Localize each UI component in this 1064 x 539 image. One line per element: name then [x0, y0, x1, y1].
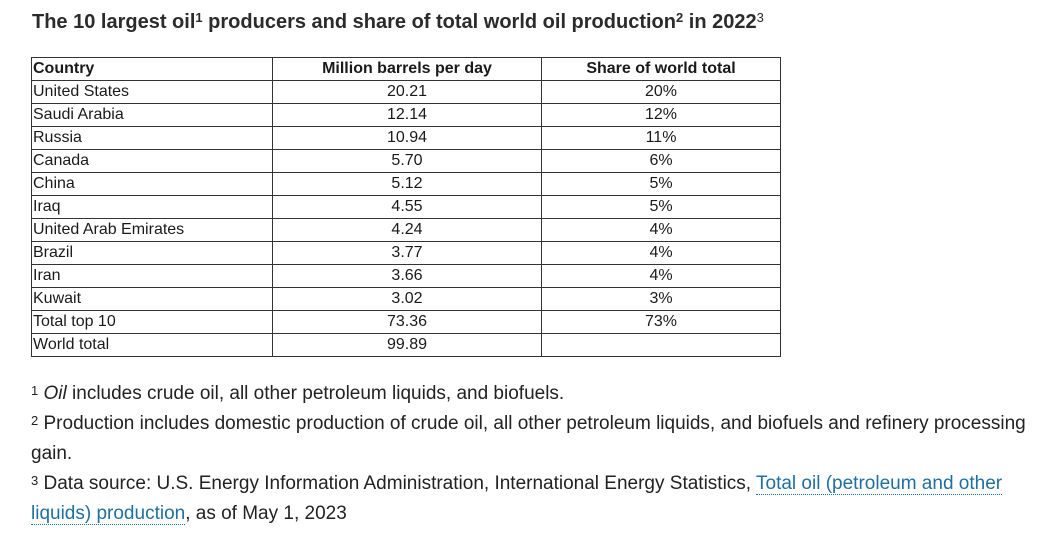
oil-producers-table: Country Million barrels per day Share of… — [31, 57, 781, 357]
cell-share: 12% — [541, 103, 781, 127]
header-country: Country — [31, 57, 273, 81]
cell-share: 11% — [541, 126, 781, 150]
cell-share: 5% — [541, 172, 781, 196]
data-source-link[interactable]: Total oil (petroleum and other liquids) … — [31, 473, 1003, 525]
title-footnote-ref-2: 2 — [675, 10, 684, 25]
cell-barrels: 73.36 — [272, 310, 542, 334]
table-row-world-total: World total 99.89 — [31, 333, 781, 357]
cell-barrels: 3.77 — [272, 241, 542, 265]
table-row: China 5.12 5% — [31, 172, 781, 196]
title-footnote-ref-1: 1 — [195, 10, 203, 25]
cell-country: Kuwait — [31, 287, 273, 311]
cell-country: United Arab Emirates — [31, 218, 273, 242]
cell-country: Iran — [31, 264, 273, 288]
table-row: Brazil 3.77 4% — [31, 241, 781, 265]
footnote-text-after: , as of May 1, 2023 — [185, 503, 347, 524]
table-row-total-top-10: Total top 10 73.36 73% — [31, 310, 781, 334]
title-text-1: The 10 largest oil — [32, 11, 196, 33]
page-title: The 10 largest oil1 producers and share … — [32, 9, 764, 35]
header-share: Share of world total — [541, 57, 781, 81]
cell-country: Total top 10 — [31, 310, 273, 334]
table-row: Russia 10.94 11% — [31, 126, 781, 150]
footnote-marker: 3 — [31, 473, 39, 488]
cell-barrels: 10.94 — [272, 126, 542, 150]
footnote-text: includes crude oil, all other petroleum … — [66, 383, 565, 404]
cell-share — [541, 333, 781, 357]
title-text-2: producers and share of total world oil p… — [202, 11, 676, 33]
table-row: Iraq 4.55 5% — [31, 195, 781, 219]
cell-barrels: 3.02 — [272, 287, 542, 311]
cell-barrels: 5.70 — [272, 149, 542, 173]
table-row: United Arab Emirates 4.24 4% — [31, 218, 781, 242]
cell-barrels: 12.14 — [272, 103, 542, 127]
cell-country: Iraq — [31, 195, 273, 219]
cell-country: United States — [31, 80, 273, 104]
footnote-text: Data source: U.S. Energy Information Adm… — [38, 473, 757, 494]
cell-barrels: 3.66 — [272, 264, 542, 288]
cell-barrels: 5.12 — [272, 172, 542, 196]
table-row: Kuwait 3.02 3% — [31, 287, 781, 311]
cell-country: Canada — [31, 149, 273, 173]
footnotes: 1 Oil includes crude oil, all other petr… — [31, 379, 1056, 529]
footnote-2: 2 Production includes domestic productio… — [31, 409, 1056, 469]
footnote-marker: 2 — [31, 413, 39, 428]
cell-share: 3% — [541, 287, 781, 311]
cell-barrels: 99.89 — [272, 333, 542, 357]
table-row: Saudi Arabia 12.14 12% — [31, 103, 781, 127]
cell-country: Russia — [31, 126, 273, 150]
cell-share: 5% — [541, 195, 781, 219]
cell-country: Brazil — [31, 241, 273, 265]
cell-share: 6% — [541, 149, 781, 173]
table-row: Iran 3.66 4% — [31, 264, 781, 288]
cell-country: World total — [31, 333, 273, 357]
table-row: Canada 5.70 6% — [31, 149, 781, 173]
header-million-barrels: Million barrels per day — [272, 57, 542, 81]
cell-barrels: 4.24 — [272, 218, 542, 242]
cell-share: 4% — [541, 264, 781, 288]
cell-share: 4% — [541, 218, 781, 242]
cell-share: 73% — [541, 310, 781, 334]
cell-country: China — [31, 172, 273, 196]
cell-share: 4% — [541, 241, 781, 265]
footnote-1: 1 Oil includes crude oil, all other petr… — [31, 379, 1056, 409]
footnote-italic-term: Oil — [43, 383, 67, 404]
footnote-marker: 1 — [31, 383, 39, 398]
title-text-3: in 2022 — [683, 11, 757, 33]
cell-barrels: 20.21 — [272, 80, 542, 104]
title-footnote-ref-3: 3 — [756, 10, 764, 25]
table-row: United States 20.21 20% — [31, 80, 781, 104]
footnote-text: Production includes domestic production … — [31, 413, 1026, 464]
footnote-3: 3 Data source: U.S. Energy Information A… — [31, 469, 1056, 529]
cell-share: 20% — [541, 80, 781, 104]
cell-country: Saudi Arabia — [31, 103, 273, 127]
table-header-row: Country Million barrels per day Share of… — [31, 57, 781, 81]
cell-barrels: 4.55 — [272, 195, 542, 219]
